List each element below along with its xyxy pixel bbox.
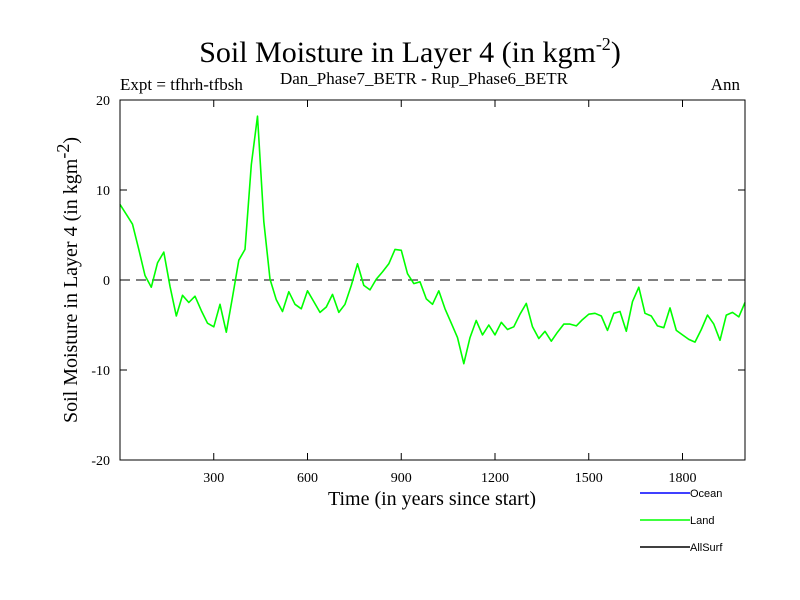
x-tick-label: 1800 (669, 471, 697, 486)
x-axis-label: Time (in years since start) (328, 488, 536, 510)
x-tick-label: 300 (203, 471, 224, 486)
x-tick-label: 600 (297, 471, 318, 486)
series-group (119, 115, 746, 365)
period-label: Ann (711, 75, 741, 94)
y-tick-label: -20 (91, 454, 110, 469)
comparison-label: Dan_Phase7_BETR - Rup_Phase6_BETR (280, 69, 569, 88)
x-tick-label: 1500 (575, 471, 603, 486)
legend: Ocean Land AllSurf (640, 488, 723, 554)
legend-label-land: Land (690, 515, 714, 527)
chart-title: Soil Moisture in Layer 4 (in kgm-2) (199, 34, 621, 69)
x-tick-label: 1200 (481, 471, 509, 486)
y-axis-label: Soil Moisture in Layer 4 (in kgm-2) (53, 137, 82, 423)
expt-label: Expt = tfhrh-tfbsh (120, 75, 243, 94)
series-line-land (119, 115, 746, 365)
legend-label-ocean: Ocean (690, 488, 722, 500)
x-tick-label: 900 (391, 471, 412, 486)
legend-label-allsurf: AllSurf (690, 542, 723, 554)
y-tick-label: -10 (91, 364, 110, 379)
y-tick-label: 10 (96, 184, 110, 199)
tick-group: 300 600 900 1200 1500 1800 20 10 0 -10 -20 (91, 94, 745, 486)
y-tick-label: 20 (96, 94, 110, 109)
y-tick-label: 0 (103, 274, 110, 289)
